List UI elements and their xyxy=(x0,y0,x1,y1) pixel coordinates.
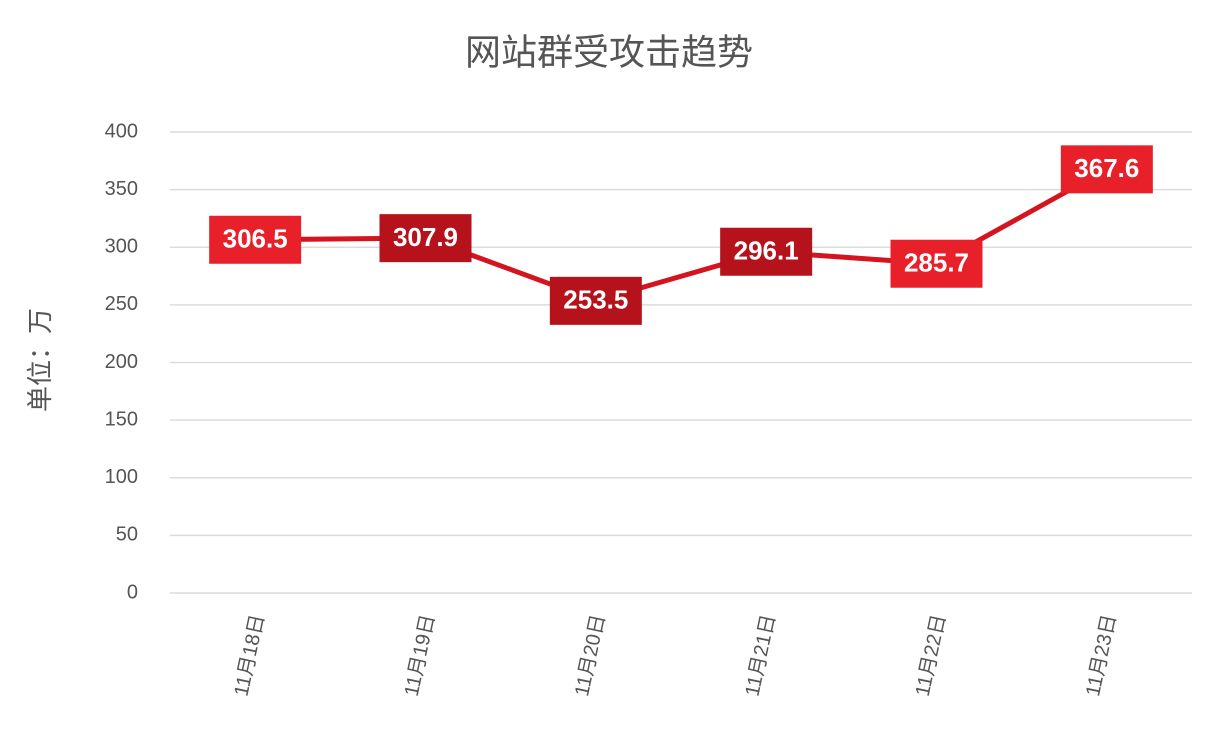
y-tick-label: 0 xyxy=(127,581,138,603)
value-label: 296.1 xyxy=(734,236,799,266)
value-label-box xyxy=(890,239,983,288)
y-axis-label: 单位：万 xyxy=(25,308,55,412)
x-tick-label: 11月20日 xyxy=(571,613,610,699)
value-label-box xyxy=(379,214,472,263)
value-label-box xyxy=(720,227,813,276)
y-tick-label: 400 xyxy=(105,120,138,142)
x-tick-label: 11月22日 xyxy=(912,613,951,699)
x-tick-label: 11月21日 xyxy=(741,613,780,699)
value-label-box xyxy=(549,276,642,325)
value-label-box xyxy=(209,215,302,264)
value-label: 367.6 xyxy=(1074,153,1139,183)
x-tick-label: 11月19日 xyxy=(401,613,440,699)
value-label: 307.9 xyxy=(393,222,458,252)
value-label: 253.5 xyxy=(563,285,628,315)
y-tick-label: 50 xyxy=(116,524,138,546)
x-tick-label: 11月23日 xyxy=(1082,613,1121,699)
y-tick-label: 250 xyxy=(105,293,138,315)
y-tick-label: 150 xyxy=(105,408,138,430)
y-tick-label: 350 xyxy=(105,178,138,200)
y-tick-label: 100 xyxy=(105,466,138,488)
value-label-box xyxy=(1060,145,1153,194)
value-label: 306.5 xyxy=(223,224,288,254)
y-tick-label: 200 xyxy=(105,351,138,373)
y-tick-label: 300 xyxy=(105,236,138,258)
chart-title: 网站群受攻击趋势 xyxy=(465,32,753,73)
value-label: 285.7 xyxy=(904,248,969,278)
x-tick-label: 11月18日 xyxy=(230,613,269,699)
